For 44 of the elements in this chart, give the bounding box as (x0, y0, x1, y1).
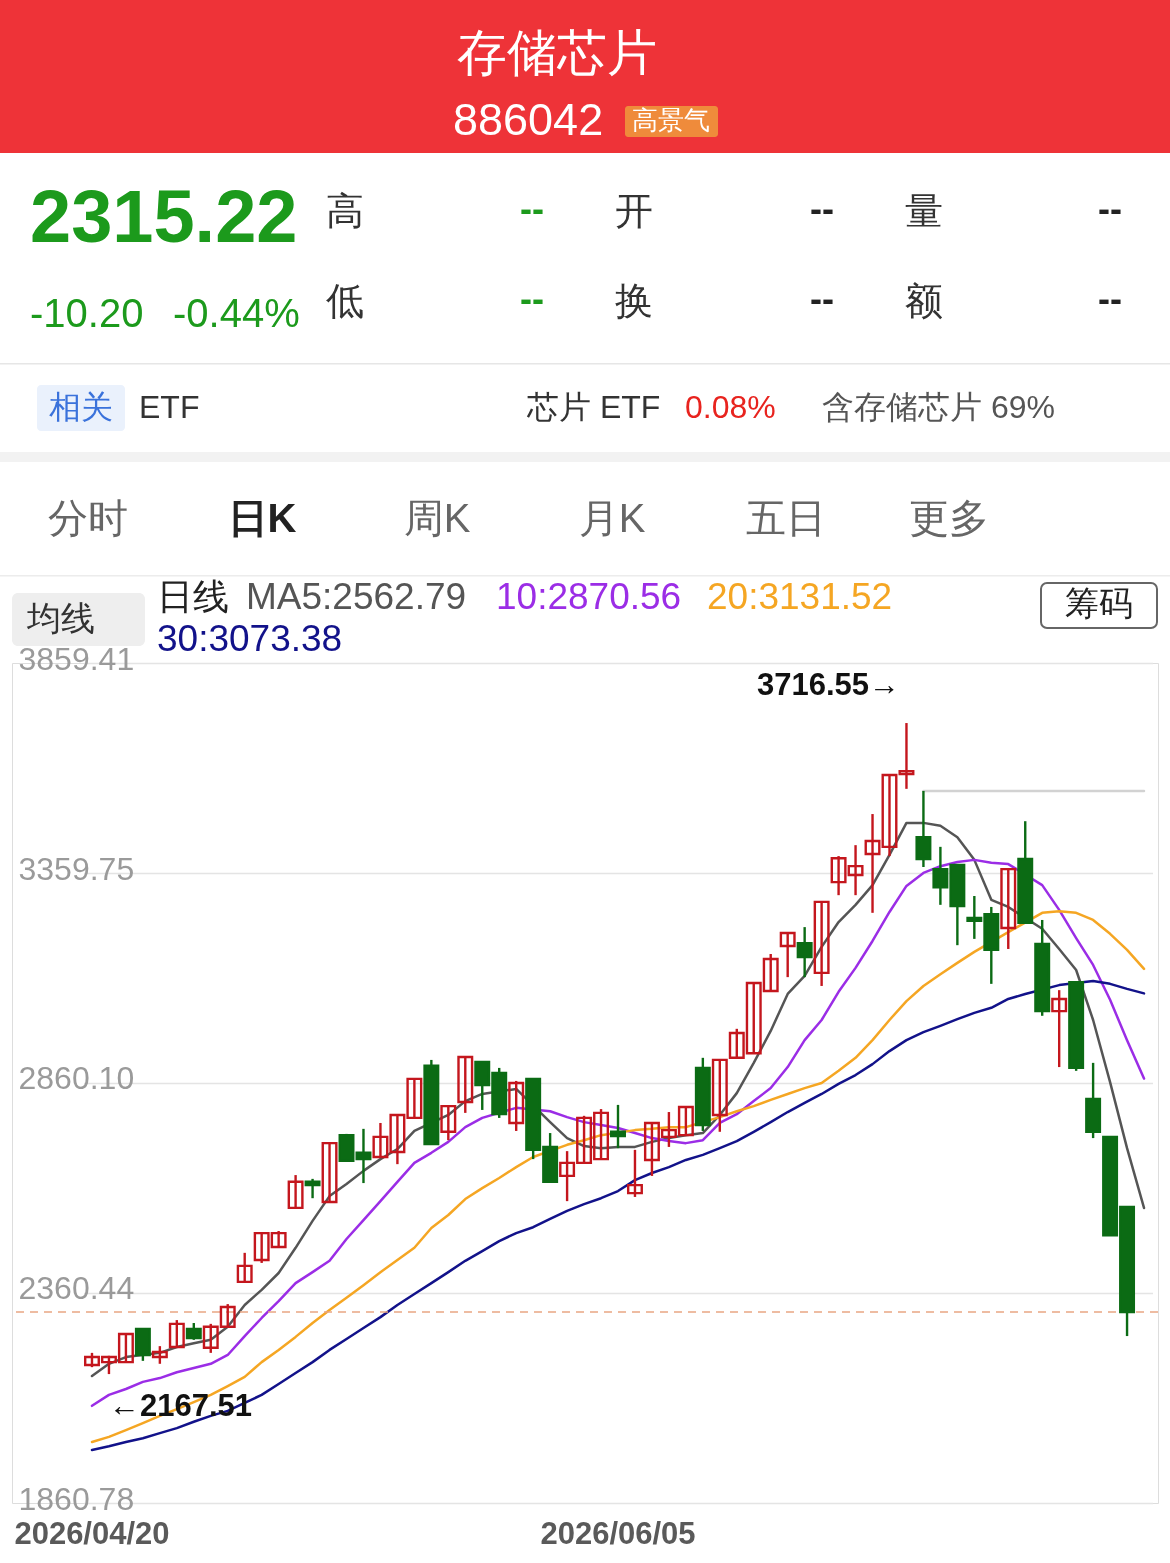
text: -- (1098, 278, 1122, 319)
x-tick-label: 2026/04/20 (14, 1515, 170, 1551)
text: 30:3073.38 (157, 618, 343, 659)
text: 更多 (909, 496, 989, 540)
text: 额 (905, 280, 943, 322)
text: 五日 (746, 496, 826, 540)
text: 相关 (49, 389, 113, 425)
text: 2315.22 (30, 175, 298, 258)
legend-title: 日线 (157, 576, 229, 617)
text: 量 (905, 190, 943, 232)
y-tick-label: 3359.75 (18, 850, 135, 887)
text: 换 (615, 280, 653, 322)
text: ETF (139, 389, 200, 425)
text: -- (520, 188, 544, 229)
text: 0.08% (685, 389, 776, 425)
text: -0.44% (173, 291, 300, 335)
text: 开 (615, 190, 653, 232)
text: 含存储芯片 69% (822, 389, 1055, 425)
y-tick-label: 2860.10 (18, 1060, 135, 1097)
y-tick-label: 2360.44 (18, 1270, 135, 1307)
text: 20:3131.52 (707, 576, 893, 617)
annotation: 3716.55→ (756, 667, 900, 702)
text: 周K (403, 496, 471, 540)
text: -- (1098, 188, 1122, 229)
y-tick-label: 3859.41 (18, 640, 135, 677)
text: 均线 (26, 599, 95, 637)
text: 芯片 ETF (526, 389, 661, 425)
text: 筹码 (1065, 584, 1133, 622)
text: -- (810, 278, 834, 319)
text: 高 (326, 190, 364, 232)
text: 低 (326, 280, 364, 322)
x-tick-label: 2026/06/05 (540, 1515, 696, 1551)
text: 10:2870.56 (496, 576, 682, 617)
text: 日K (227, 496, 297, 540)
chart-subtitle: 886042 (453, 94, 604, 145)
chart-title: 存储芯片 (457, 25, 657, 81)
text: 月K (578, 496, 646, 540)
text: -- (810, 188, 834, 229)
text: 高景气 (632, 105, 710, 135)
text: -- (520, 278, 544, 319)
text: -10.20 (30, 291, 144, 335)
text: MA5:2562.79 (246, 576, 467, 617)
text: 分时 (48, 496, 128, 540)
y-tick-label: 1860.78 (18, 1480, 135, 1517)
